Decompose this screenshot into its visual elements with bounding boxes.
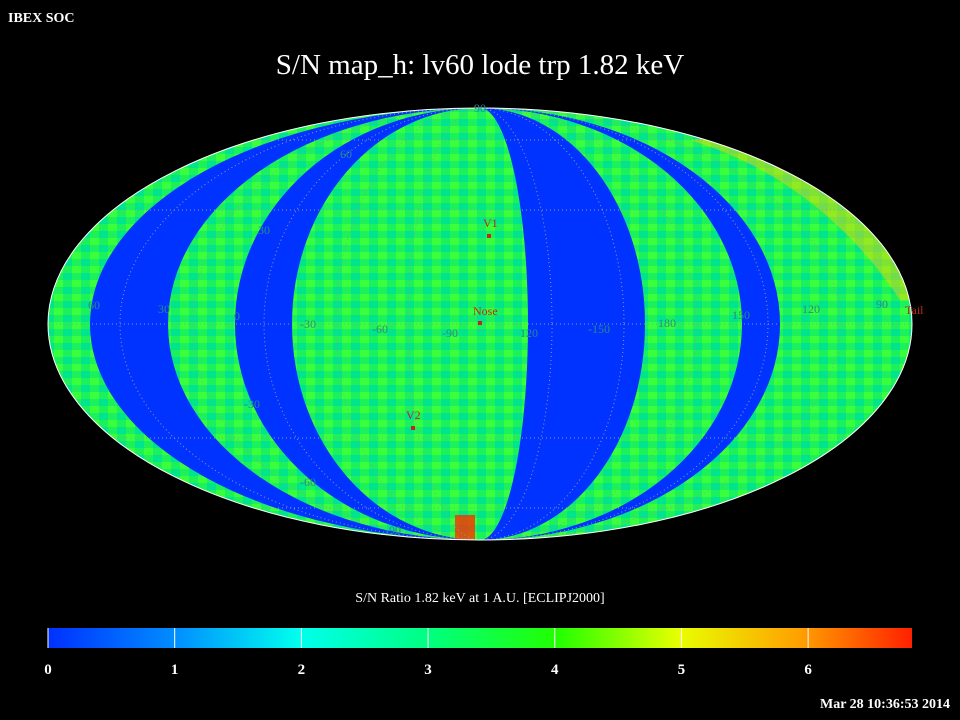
latitude-label: -60 <box>300 475 316 489</box>
low-band <box>90 108 480 540</box>
marker-label: V2 <box>406 408 421 422</box>
colorbar-ticks: 0 1 2 3 4 5 6 <box>44 628 812 678</box>
map-title: S/N map_h: lv60 lode trp 1.82 keV <box>276 49 684 81</box>
colorbar <box>48 628 912 648</box>
colorbar-tick-label: 5 <box>678 662 686 678</box>
colorbar-tick-label: 4 <box>551 662 559 678</box>
source-label: IBEX SOC <box>8 11 75 26</box>
colorbar-label: S/N Ratio 1.82 keV at 1 A.U. [ECLIPJ2000… <box>355 591 604 606</box>
latitude-label: -90 <box>385 523 401 537</box>
marker-label: Tail <box>905 303 924 317</box>
longitude-label: 30 <box>158 302 170 316</box>
low-band <box>235 108 480 540</box>
colorbar-tick-label: 6 <box>804 662 812 678</box>
timestamp: Mar 28 10:36:53 2014 <box>820 697 950 712</box>
colorbar-tick-label: 2 <box>298 662 306 678</box>
longitude-label: -90 <box>442 326 458 340</box>
longitude-label: -150 <box>588 322 610 336</box>
longitude-label: 180 <box>658 316 676 330</box>
latitude-label: 60 <box>340 147 352 161</box>
low-band <box>480 108 645 540</box>
latitude-label: 90 <box>474 101 486 115</box>
longitude-label: 0 <box>234 309 240 323</box>
colorbar-tick-label: 3 <box>424 662 432 678</box>
colorbar-tick-label: 1 <box>171 662 179 678</box>
colorbar-tick-label: 0 <box>44 662 52 678</box>
longitude-label: 90 <box>876 297 888 311</box>
latitude-label: 30 <box>258 223 270 237</box>
longitude-label: -60 <box>372 322 388 336</box>
longitude-label: 120 <box>802 302 820 316</box>
marker-label: Nose <box>473 304 498 318</box>
longitude-label: 150 <box>732 308 750 322</box>
longitude-label: -30 <box>300 317 316 331</box>
latitude-label: -30 <box>244 397 260 411</box>
longitude-label: 120 <box>520 326 538 340</box>
longitude-label: 60 <box>88 298 100 312</box>
marker-label: V1 <box>483 216 498 230</box>
